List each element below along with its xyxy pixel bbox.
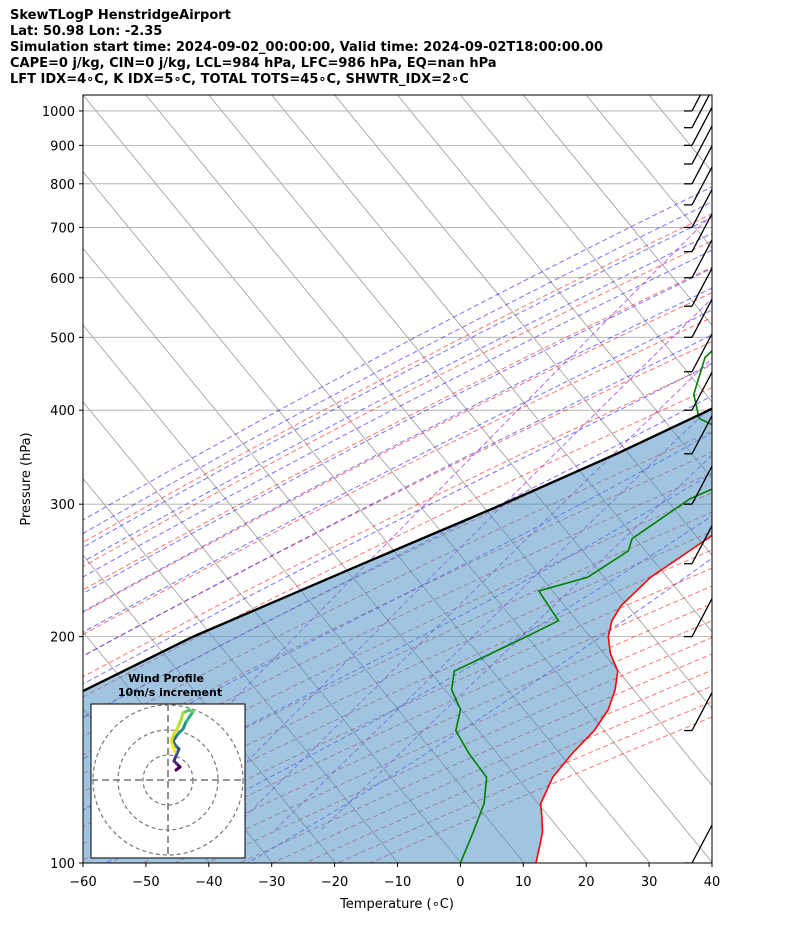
hodograph-trace [169,708,195,772]
wind-barb [691,465,712,505]
x-tick-label: −60 [69,875,96,890]
y-axis-label: Pressure (hPa) [19,432,34,525]
wind-barb [691,824,712,863]
wind-barb [691,107,712,146]
moist-adiabat-line [83,267,712,595]
moist-adiabat-line [83,287,712,613]
isotherm-line [711,95,712,96]
x-axis-label: Temperature (∘C) [339,897,454,912]
dry-adiabat-line [83,213,712,543]
dewpoint-line [450,349,712,863]
isotherm-line [585,95,712,250]
inset-title: Wind Profile [128,672,204,685]
x-axis-ticks: −60 −50 −40 −30 −20 −10 0 10 20 30 40 [69,863,720,890]
moist-adiabat-line [83,309,712,633]
x-tick-label: 10 [515,875,532,890]
y-tick-label: 300 [50,498,75,513]
y-tick-label: 200 [50,631,75,646]
isotherm-line [208,95,712,710]
wind-barb [691,299,712,338]
wind-barb [691,213,712,252]
mixing-ratio-line [104,213,712,833]
y-tick-label: 900 [50,139,75,154]
x-tick-label: 0 [456,875,464,890]
wind-barb [691,95,702,112]
isotherm-line [145,95,712,786]
inset-subtitle: 10m/s increment [118,686,222,699]
y-tick-label: 700 [50,221,75,236]
temperature-line [535,534,712,863]
x-tick-label: 20 [578,875,595,890]
y-tick-label: 500 [50,331,75,346]
x-tick-label: −10 [384,875,411,890]
wind-barb [691,333,712,373]
y-tick-label: 400 [50,404,75,419]
wind-barb [691,598,712,637]
y-tick-label: 600 [50,272,75,287]
dry-adiabat-line [83,340,712,657]
y-tick-label: 800 [50,178,75,193]
title-line-3: Simulation start time: 2024-09-02_00:00:… [10,40,603,55]
hodograph-segment [171,744,177,754]
y-tick-label: 100 [50,857,75,872]
wind-barb [691,95,710,128]
x-tick-label: 40 [704,875,721,890]
chart-title: SkewTLogP HenstridgeAirport Lat: 50.98 L… [10,8,603,88]
isotherm-line [83,95,712,863]
isotherm-line [460,95,712,403]
wind-barb [691,125,712,165]
x-tick-label: 30 [641,875,658,890]
wind-barb [691,239,712,279]
isotherm-line [397,95,712,480]
wind-barb [691,189,712,228]
title-line-1: SkewTLogP HenstridgeAirport [10,8,231,23]
moist-adiabat-line [83,186,712,521]
wind-barb [691,415,712,455]
dry-adiabat-line [83,387,712,698]
title-line-2: Lat: 50.98 Lon: -2.35 [10,24,163,39]
wind-barb [691,267,712,307]
y-tick-label: 1000 [42,105,75,120]
x-tick-label: −40 [195,875,222,890]
x-tick-label: −50 [132,875,159,890]
wind-profile-inset: Wind Profile 10m/s increment [90,672,246,859]
wind-barb [691,145,712,185]
wind-barb [691,692,712,731]
wind-barb [691,371,712,411]
dry-adiabat-line [83,240,712,567]
x-tick-label: −30 [258,875,285,890]
title-line-5: LFT IDX=4∘C, K IDX=5∘C, TOTAL TOTS=45∘C,… [10,72,469,87]
wind-barbs [684,95,712,863]
dry-adiabat-line [83,266,712,591]
wind-barb [691,166,712,206]
parcel-path-line [83,407,712,693]
x-tick-label: −20 [321,875,348,890]
wind-barb [691,525,712,565]
y-axis-ticks: 100 200 300 400 500 600 700 800 900 1000 [42,105,83,872]
title-line-4: CAPE=0 j/kg, CIN=0 j/kg, LCL=984 hPa, LF… [10,56,497,71]
dry-adiabat-line [83,316,712,636]
isotherm-line [522,95,712,326]
moist-adiabat-line [83,216,712,548]
moist-adiabat-line [83,249,712,578]
